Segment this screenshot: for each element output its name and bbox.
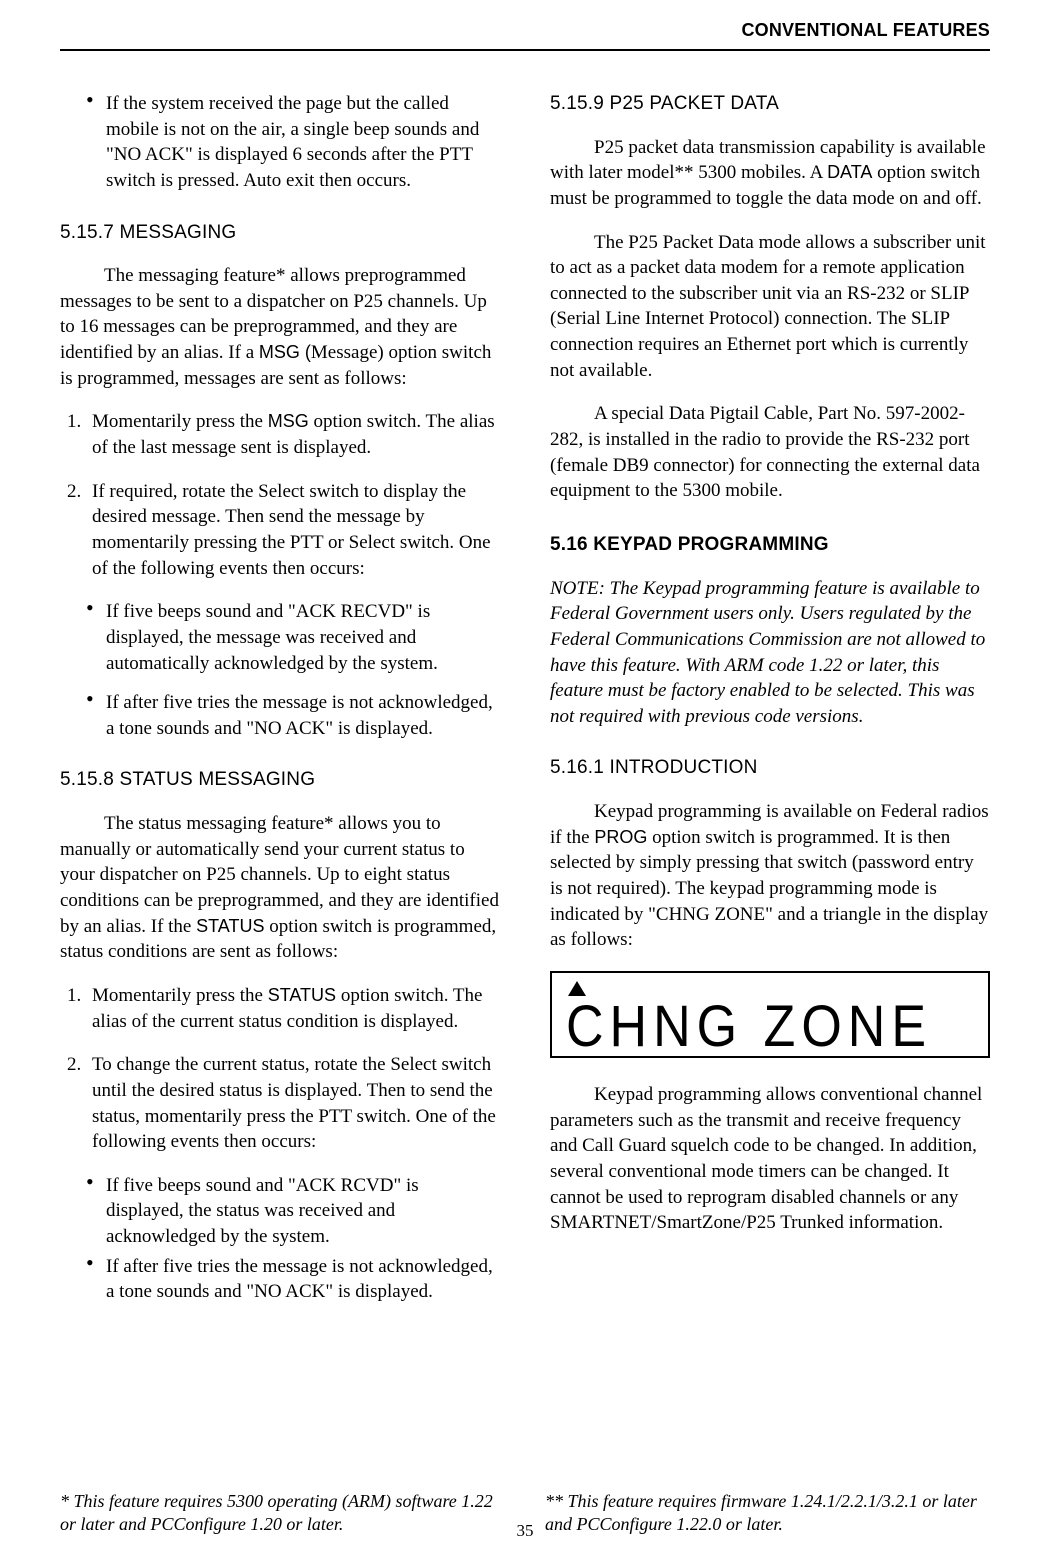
para-5158: The status messaging feature* allows you… — [60, 811, 500, 965]
content-columns: If the system received the page but the … — [60, 91, 990, 1315]
bullet-5157-1: If five beeps sound and "ACK RECVD" is d… — [86, 599, 500, 676]
step-5158-2: To change the current status, rotate the… — [86, 1052, 500, 1155]
prog-label: PROG — [594, 827, 647, 847]
para-5159-1: P25 packet data transmission capability … — [550, 135, 990, 212]
heading-5158: 5.15.8 STATUS MESSAGING — [60, 767, 500, 793]
status-label-2: STATUS — [268, 985, 336, 1005]
step-5157-1: Momentarily press the MSG option switch.… — [86, 409, 500, 460]
para-5157: The messaging feature* allows preprogram… — [60, 263, 500, 391]
heading-5157: 5.15.7 MESSAGING — [60, 220, 500, 246]
para-5161-1: Keypad programming is available on Feder… — [550, 799, 990, 953]
document-page: CONVENTIONAL FEATURES If the system rece… — [0, 0, 1050, 1563]
page-number: 35 — [517, 1521, 534, 1541]
para-5159-3: A special Data Pigtail Cable, Part No. 5… — [550, 401, 990, 504]
page-header: CONVENTIONAL FEATURES — [60, 20, 990, 51]
bullet-5157-2: If after five tries the message is not a… — [86, 690, 500, 741]
right-column: 5.15.9 P25 PACKET DATA P25 packet data t… — [550, 91, 990, 1315]
header-title: CONVENTIONAL FEATURES — [741, 20, 990, 40]
step-5158-1: Momentarily press the STATUS option swit… — [86, 983, 500, 1034]
bullets-5157: If five beeps sound and "ACK RECVD" is d… — [60, 599, 500, 741]
step1-pre: Momentarily press the — [92, 411, 268, 432]
heading-5159: 5.15.9 P25 PACKET DATA — [550, 91, 990, 117]
bullet-5158-1: If five beeps sound and "ACK RCVD" is di… — [86, 1173, 500, 1250]
status-label-1: STATUS — [196, 916, 264, 936]
data-label: DATA — [827, 162, 872, 182]
intro-bullets: If the system received the page but the … — [60, 91, 500, 194]
intro-bullet-1: If the system received the page but the … — [86, 91, 500, 194]
footnote-right: ** This feature requires firmware 1.24.1… — [545, 1490, 990, 1535]
step-5157-2: If required, rotate the Select switch to… — [86, 479, 500, 582]
heading-5161: 5.16.1 INTRODUCTION — [550, 755, 990, 781]
msg-label-2: MSG — [268, 411, 309, 431]
lcd-display: CHNG ZONE — [550, 971, 990, 1058]
footnote-left: * This feature requires 5300 operating (… — [60, 1490, 505, 1535]
bullets-5158: If five beeps sound and "ACK RCVD" is di… — [60, 1173, 500, 1305]
para-5159-2: The P25 Packet Data mode allows a subscr… — [550, 230, 990, 384]
step5158-1-pre: Momentarily press the — [92, 985, 268, 1006]
para-5161-2: Keypad programming allows conventional c… — [550, 1082, 990, 1236]
note-516: NOTE: The Keypad programming feature is … — [550, 576, 990, 730]
heading-516: 5.16 KEYPAD PROGRAMMING — [550, 532, 990, 558]
lcd-text: CHNG ZONE — [566, 998, 974, 1056]
list-5158: Momentarily press the STATUS option swit… — [60, 983, 500, 1155]
bullet-5158-2: If after five tries the message is not a… — [86, 1254, 500, 1305]
list-5157: Momentarily press the MSG option switch.… — [60, 409, 500, 581]
msg-label-1: MSG ( — [259, 342, 311, 362]
left-column: If the system received the page but the … — [60, 91, 500, 1315]
